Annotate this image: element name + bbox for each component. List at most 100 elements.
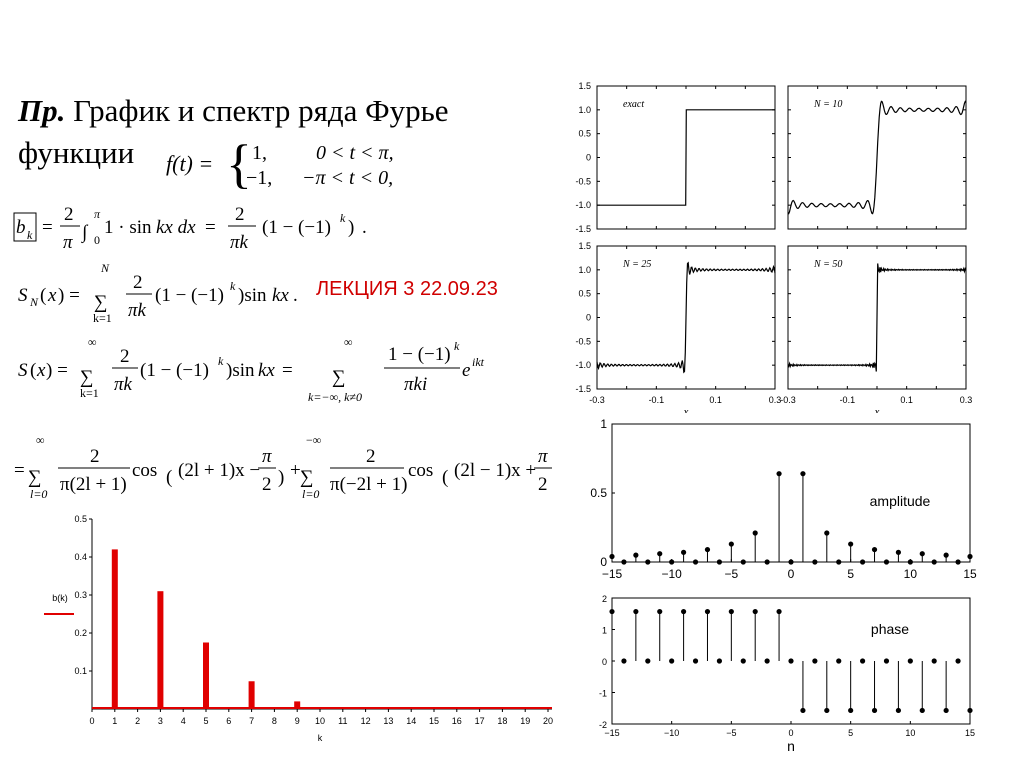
stem-point (633, 552, 639, 558)
lecture-note: ЛЕКЦИЯ 3 22.09.23 (316, 278, 498, 300)
svg-text:∑: ∑ (300, 467, 314, 488)
sx-formula: S(x) = ∞ ∑ k=1 2πk (1 − (−1) k)sin kx = ∞ … (18, 335, 485, 404)
stem-point (860, 658, 866, 664)
stem-point (967, 553, 973, 560)
x-tick-label: 15 (429, 716, 439, 726)
svg-text:∑: ∑ (80, 367, 94, 388)
stem-point (907, 559, 913, 565)
x-tick-label: 4 (181, 716, 186, 726)
stem-point (931, 658, 937, 664)
svg-text:πk: πk (128, 300, 147, 321)
stem-point (800, 471, 806, 477)
svg-text:(1 − (−1): (1 − (−1) (262, 217, 331, 238)
stem-point (812, 559, 818, 565)
svg-text:N: N (100, 261, 110, 275)
x-tick-label: 15 (963, 567, 977, 581)
stem-point (692, 559, 699, 565)
svg-text:(1 − (−1): (1 − (−1) (140, 360, 209, 381)
bk-bar-chart: 0.50.40.30.20.10 1 2 3 4 5 6 7 8 9 10 11 12 13 14 15 16 1… (44, 514, 553, 743)
svg-text:l=0: l=0 (30, 487, 47, 501)
x-tick-label: −5 (726, 728, 736, 738)
bar (248, 681, 255, 709)
svg-text:2: 2 (90, 446, 100, 467)
svg-text:π(2l + 1): π(2l + 1) (60, 474, 127, 495)
svg-text:∞: ∞ (36, 433, 45, 447)
stem-point (883, 658, 890, 664)
stem-point (764, 559, 770, 565)
series-line (596, 261, 776, 374)
slide-title: Пр. График и спектр ряда Фурье функции (18, 90, 449, 174)
stem-point (621, 658, 627, 664)
svg-text:k=−∞, k≠0: k=−∞, k≠0 (308, 390, 362, 404)
bar (203, 642, 209, 709)
plot-title: N = 50 (813, 259, 842, 270)
x-tick-label: −10 (661, 567, 682, 581)
svg-text:cos: cos (132, 460, 157, 481)
plot-title: N = 10 (813, 99, 842, 110)
x-tick-label: 0 (788, 567, 795, 581)
stem-point (848, 707, 854, 714)
svg-text:.: . (293, 285, 298, 306)
svg-text:∞: ∞ (88, 335, 97, 349)
piecewise-brace: { (226, 134, 252, 194)
stem-point (943, 707, 949, 714)
x-tick-label: 12 (361, 716, 371, 726)
svg-text:π: π (538, 446, 548, 467)
stem-point (764, 658, 770, 664)
stem-point (919, 551, 925, 557)
x-tick-label: 7 (249, 716, 254, 726)
x-tick-label: 0.1 (709, 395, 722, 405)
x-axis-label: k (318, 733, 323, 743)
x-tick-label: 19 (520, 716, 530, 726)
stem-point (943, 552, 949, 558)
svg-text:x: x (36, 360, 46, 381)
stem-point (955, 658, 961, 664)
stem-point (681, 549, 687, 555)
title-abbrev: Пр. (18, 93, 66, 128)
svg-text:(2l + 1)x −: (2l + 1)x − (178, 460, 260, 481)
stem-point (645, 559, 651, 565)
x-tick-label: 18 (497, 716, 507, 726)
svg-text:x: x (47, 285, 57, 306)
x-tick-label: 2 (135, 716, 140, 726)
series-line (787, 263, 967, 372)
stem-point (836, 559, 842, 565)
series-line (787, 100, 967, 215)
svg-text:(: ( (442, 467, 448, 488)
x-tick-label: -0.1 (840, 395, 856, 405)
x-tick-label: −15 (604, 728, 619, 738)
line-plot-2: N = 10 (787, 85, 967, 230)
series-line (597, 109, 775, 206)
stem-point (621, 559, 627, 565)
plot-title: N = 25 (622, 259, 651, 270)
piecewise-cond-1: 0 < t < π, (316, 142, 394, 164)
y-tick-label: 0.5 (578, 289, 591, 299)
stem-point (609, 608, 615, 615)
svg-text:): ) (278, 467, 284, 488)
x-tick-label: 11 (338, 716, 347, 726)
y-tick-label: -1.0 (575, 360, 591, 370)
svg-text:2: 2 (120, 346, 130, 367)
svg-text:∫: ∫ (81, 222, 89, 244)
y-axis-label: b(k) (52, 593, 68, 603)
stem-point (752, 530, 758, 536)
stem-point (800, 707, 806, 714)
y-tick-label: 0 (600, 555, 607, 569)
stem-point (788, 559, 794, 565)
piecewise-lhs: f(t) = (166, 151, 213, 176)
svg-text:1 − (−1): 1 − (−1) (388, 344, 451, 365)
stem-point (848, 541, 854, 547)
y-tick-label: 1 (600, 417, 607, 431)
svg-text:k: k (340, 211, 346, 225)
x-tick-label: 6 (226, 716, 231, 726)
x-axis-label: x (874, 406, 880, 413)
y-tick-label: 0.1 (74, 666, 87, 676)
svg-text:): ) (348, 217, 354, 238)
x-tick-label: 15 (965, 728, 975, 738)
y-tick-label: 0.5 (578, 129, 591, 139)
x-tick-label: 10 (904, 567, 918, 581)
x-tick-label: -0.3 (780, 395, 796, 405)
stem-point (645, 658, 651, 664)
